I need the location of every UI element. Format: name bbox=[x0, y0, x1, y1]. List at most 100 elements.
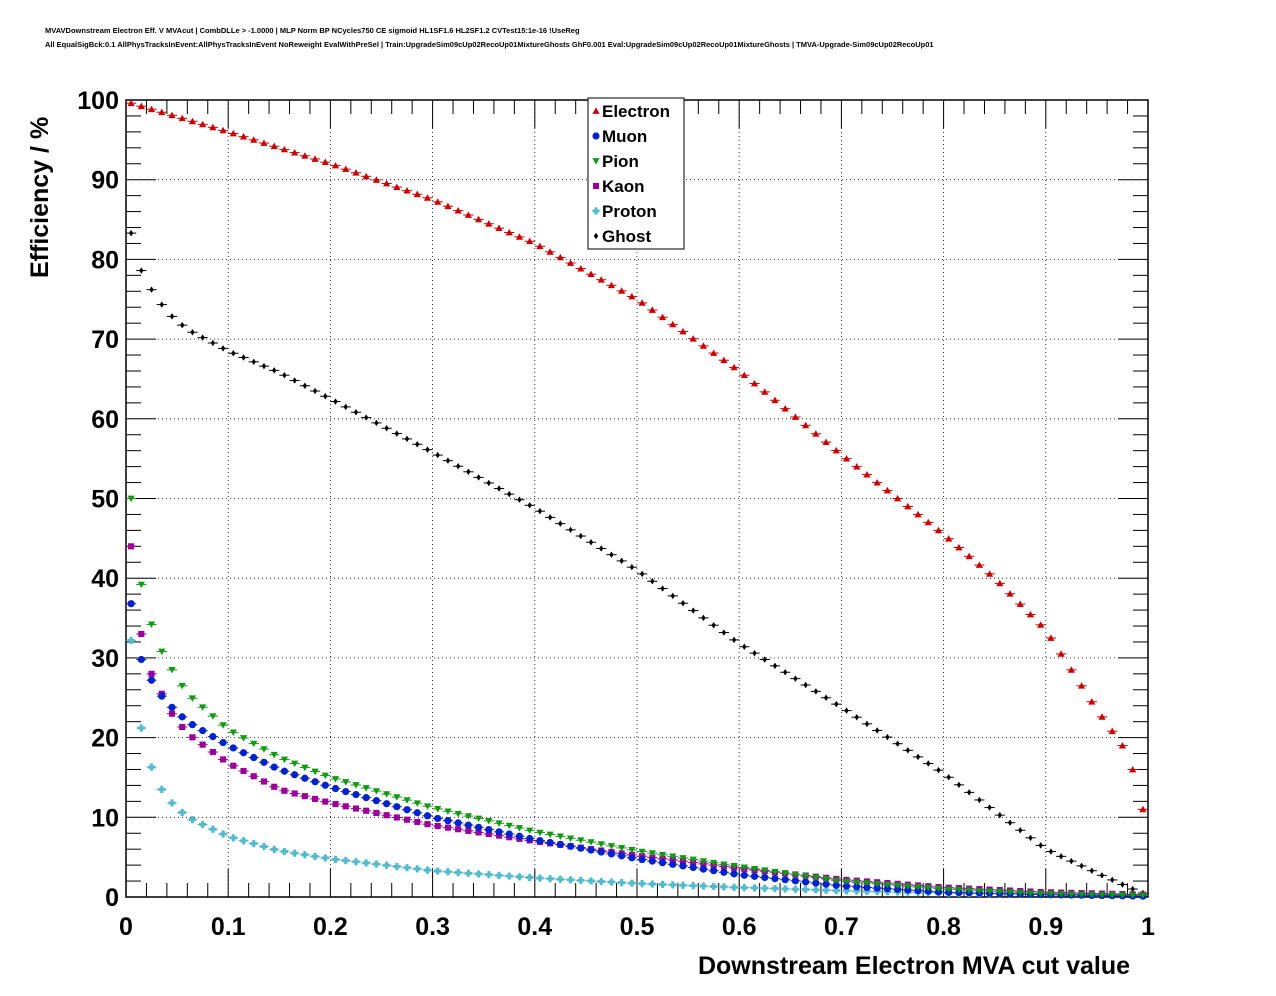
marker-ghost bbox=[752, 649, 757, 657]
marker-muon bbox=[536, 836, 544, 845]
marker-ghost bbox=[680, 599, 686, 607]
marker-pion bbox=[945, 886, 953, 893]
marker-electron bbox=[321, 158, 329, 166]
x-tick-label: 0.6 bbox=[722, 913, 757, 941]
marker-pion bbox=[495, 820, 503, 827]
marker-electron bbox=[730, 363, 738, 371]
marker-electron bbox=[689, 335, 697, 342]
marker-proton bbox=[710, 882, 718, 891]
marker-pion bbox=[301, 764, 309, 772]
y-tick-label: 10 bbox=[91, 804, 119, 832]
marker-pion bbox=[710, 859, 718, 867]
marker-muon bbox=[158, 692, 166, 700]
marker-muon bbox=[260, 758, 268, 766]
legend-marker-kaon bbox=[592, 182, 600, 190]
marker-kaon bbox=[475, 829, 482, 836]
marker-electron bbox=[996, 579, 1004, 587]
marker-ghost bbox=[1038, 842, 1043, 849]
marker-ghost bbox=[875, 727, 880, 734]
marker-proton bbox=[566, 876, 575, 884]
marker-proton bbox=[137, 724, 145, 732]
marker-pion bbox=[454, 810, 462, 818]
marker-proton bbox=[699, 882, 708, 890]
marker-pion bbox=[1118, 892, 1127, 899]
marker-proton bbox=[842, 887, 851, 895]
marker-pion bbox=[219, 722, 227, 729]
series-pion bbox=[126, 495, 1148, 900]
marker-muon bbox=[178, 713, 186, 721]
marker-kaon bbox=[260, 778, 268, 785]
marker-electron bbox=[291, 149, 299, 156]
marker-proton bbox=[863, 887, 871, 895]
marker-muon bbox=[689, 863, 697, 872]
marker-electron bbox=[822, 438, 830, 445]
marker-muon bbox=[362, 794, 370, 802]
marker-muon bbox=[566, 842, 575, 850]
marker-pion bbox=[842, 878, 851, 886]
marker-muon bbox=[587, 846, 595, 854]
marker-proton bbox=[158, 785, 166, 794]
marker-ghost bbox=[333, 398, 338, 405]
marker-pion bbox=[250, 740, 258, 748]
marker-electron bbox=[495, 224, 503, 231]
marker-pion bbox=[342, 779, 350, 786]
marker-muon bbox=[464, 821, 472, 829]
marker-ghost bbox=[282, 371, 287, 379]
marker-ghost bbox=[353, 408, 359, 416]
marker-muon bbox=[270, 763, 278, 771]
marker-pion bbox=[1006, 889, 1014, 896]
marker-proton bbox=[444, 868, 452, 876]
marker-electron bbox=[904, 502, 912, 510]
marker-muon bbox=[863, 883, 871, 892]
marker-ghost bbox=[455, 462, 461, 470]
marker-proton bbox=[791, 885, 800, 893]
marker-pion bbox=[444, 808, 452, 815]
series-electron bbox=[126, 99, 1148, 813]
marker-ghost bbox=[159, 301, 164, 308]
marker-kaon bbox=[179, 723, 186, 731]
marker-electron bbox=[239, 133, 248, 140]
y-tick-label: 90 bbox=[91, 167, 119, 195]
marker-electron bbox=[873, 478, 881, 486]
marker-pion bbox=[894, 882, 902, 890]
marker-electron bbox=[219, 126, 227, 134]
marker-pion bbox=[1139, 892, 1147, 900]
marker-electron bbox=[515, 233, 524, 240]
marker-muon bbox=[761, 873, 769, 882]
marker-ghost bbox=[323, 393, 328, 400]
marker-kaon bbox=[271, 783, 278, 790]
marker-proton bbox=[679, 881, 687, 889]
marker-pion bbox=[239, 735, 248, 742]
marker-muon bbox=[383, 800, 391, 808]
marker-ghost bbox=[997, 811, 1002, 819]
marker-kaon bbox=[383, 812, 390, 819]
marker-muon bbox=[311, 778, 319, 786]
marker-muon bbox=[546, 838, 554, 847]
marker-ghost bbox=[558, 520, 563, 527]
marker-kaon bbox=[444, 824, 451, 831]
marker-pion bbox=[730, 863, 738, 870]
marker-electron bbox=[229, 129, 237, 137]
marker-pion bbox=[934, 885, 943, 893]
marker-ghost bbox=[885, 733, 890, 741]
marker-ghost bbox=[312, 387, 318, 395]
marker-pion bbox=[883, 881, 891, 889]
marker-muon bbox=[403, 806, 411, 814]
marker-electron bbox=[587, 270, 595, 278]
marker-electron bbox=[842, 455, 851, 462]
marker-proton bbox=[454, 868, 462, 877]
marker-ghost bbox=[1007, 819, 1013, 826]
marker-muon bbox=[791, 877, 800, 885]
marker-muon bbox=[526, 834, 534, 843]
marker-muon bbox=[883, 885, 891, 893]
marker-ghost bbox=[1120, 881, 1125, 888]
marker-muon bbox=[168, 703, 176, 711]
marker-pion bbox=[975, 887, 983, 895]
marker-ghost bbox=[425, 446, 430, 453]
marker-proton bbox=[495, 871, 503, 879]
marker-pion bbox=[127, 495, 135, 503]
marker-electron bbox=[597, 276, 605, 283]
marker-ghost bbox=[445, 457, 451, 464]
series-ghost bbox=[126, 229, 1148, 897]
